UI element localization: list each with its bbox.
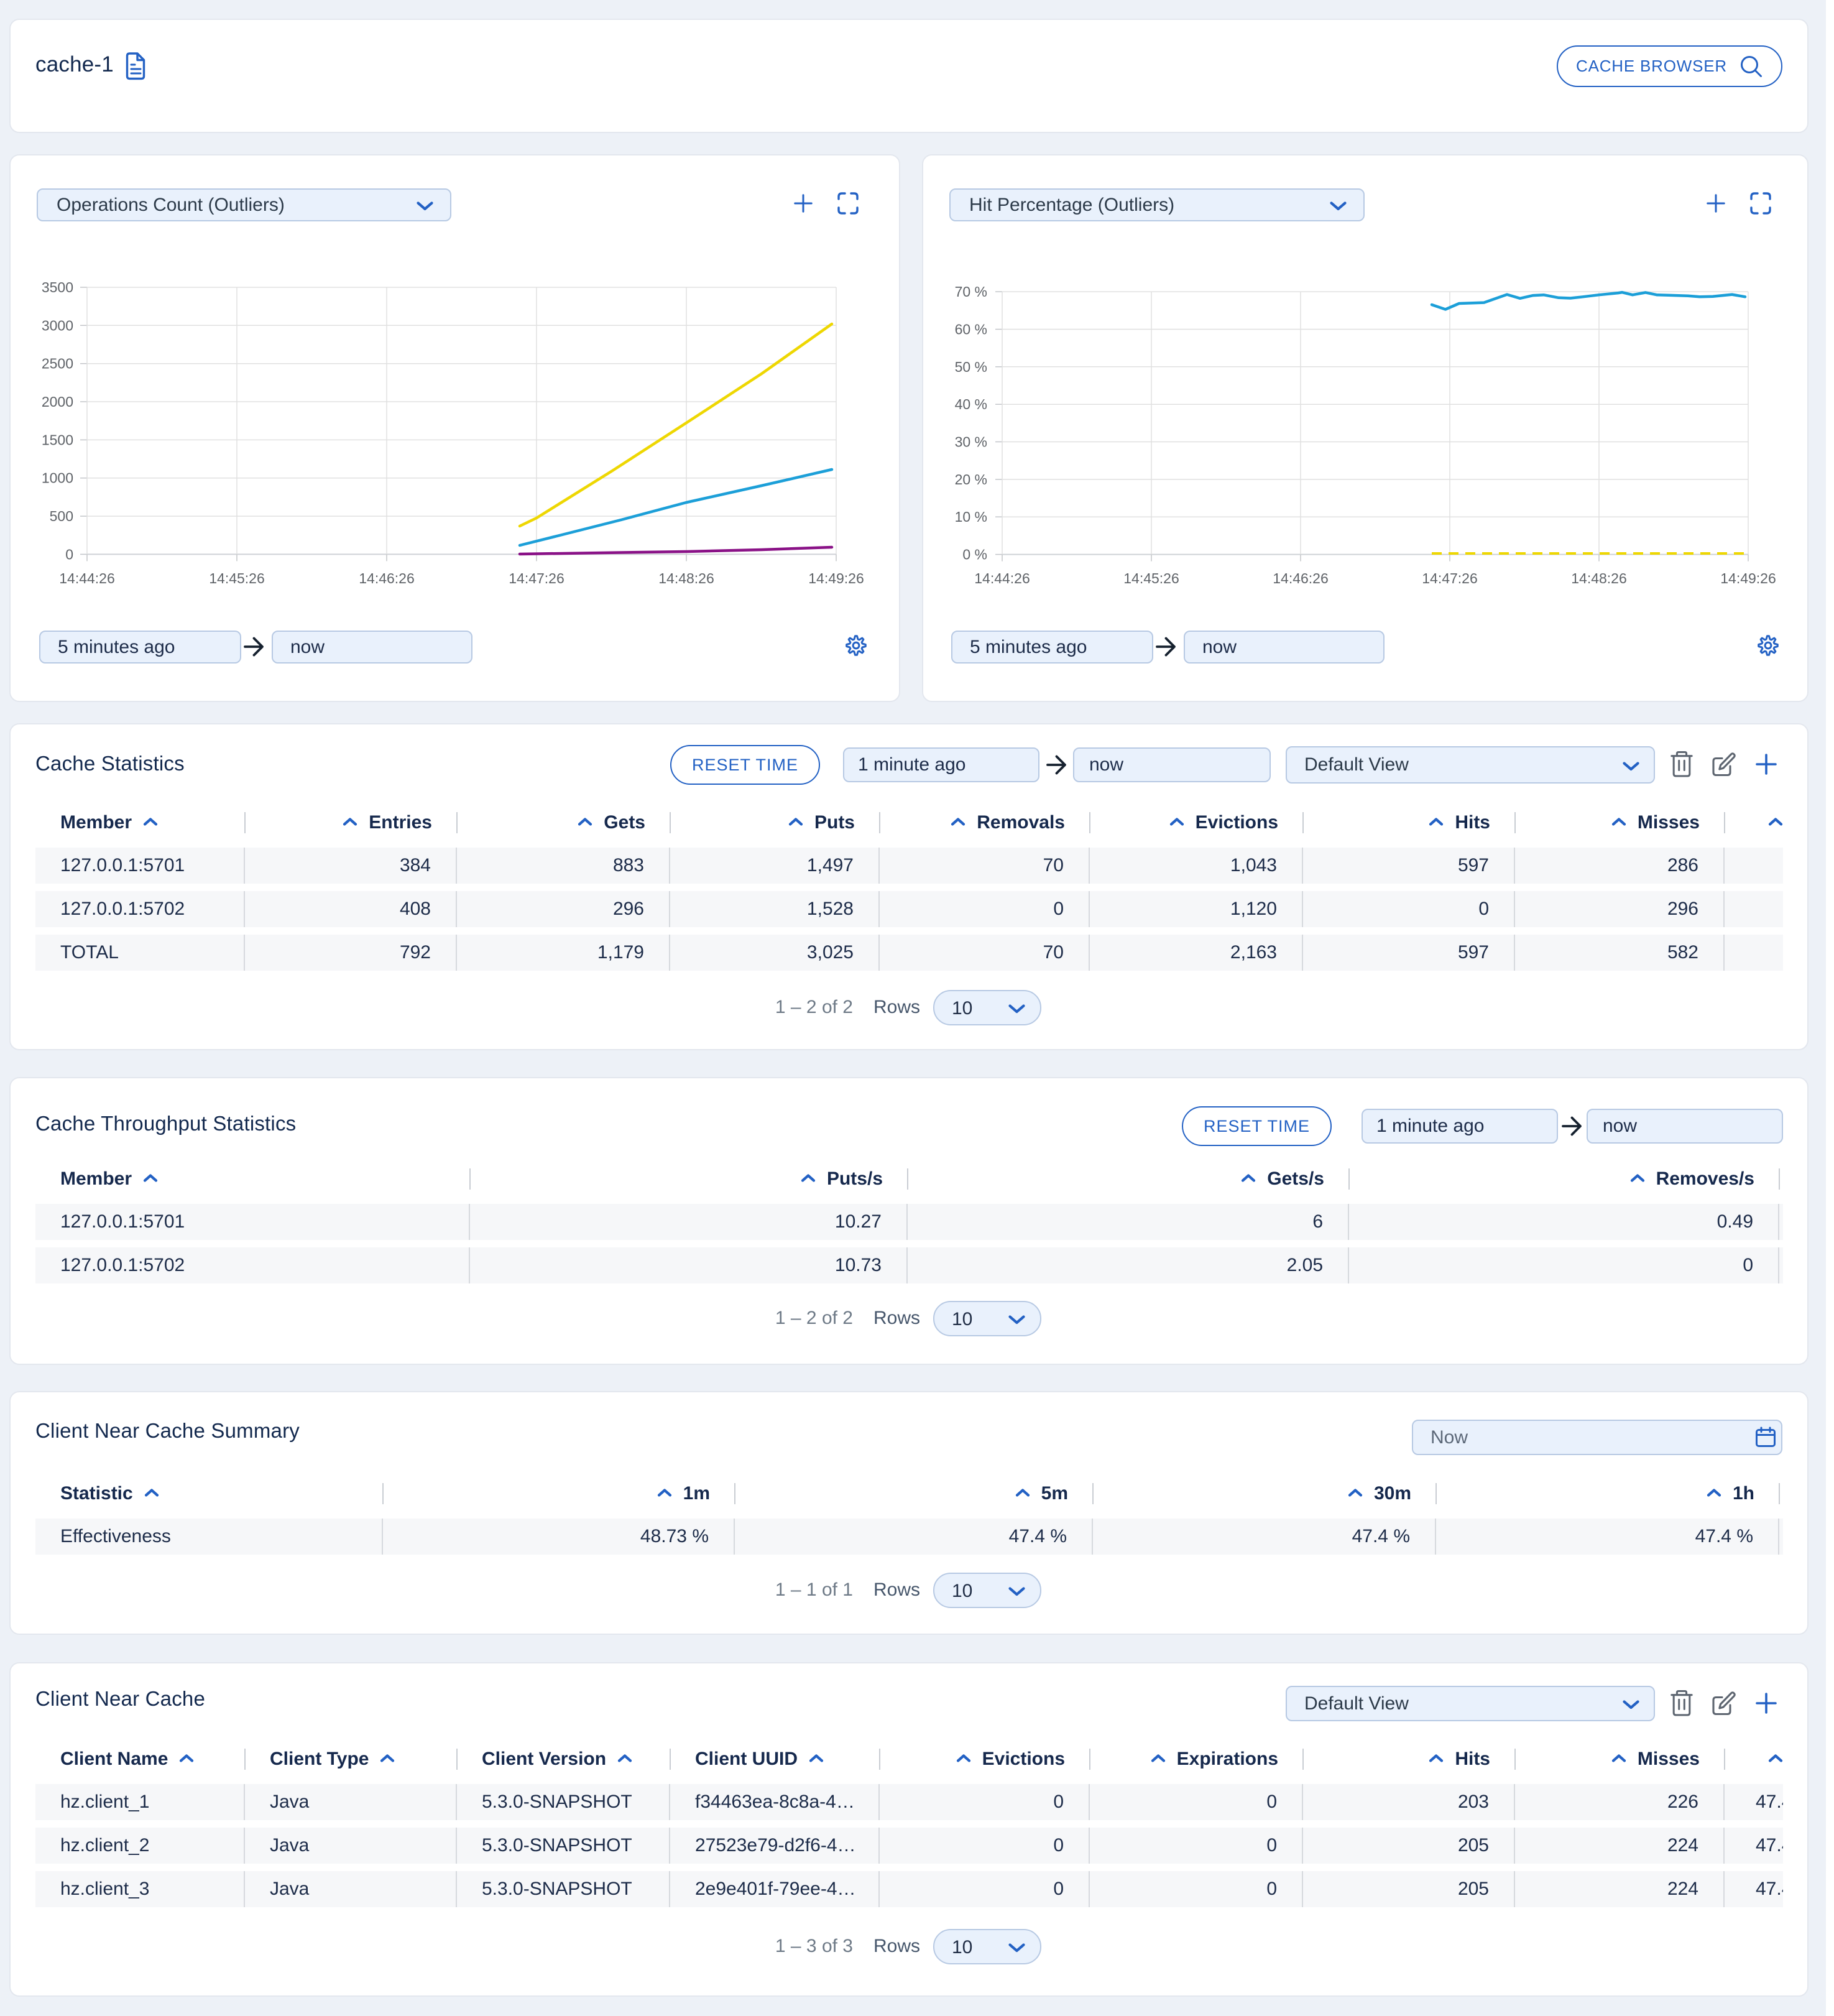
svg-text:1500: 1500 — [42, 432, 73, 448]
svg-text:30 %: 30 % — [955, 434, 987, 450]
svg-text:14:47:26: 14:47:26 — [509, 570, 564, 586]
svg-text:20 %: 20 % — [955, 471, 987, 488]
svg-text:1000: 1000 — [42, 470, 73, 486]
svg-text:14:49:26: 14:49:26 — [808, 570, 864, 586]
svg-text:500: 500 — [50, 508, 73, 524]
svg-text:14:46:26: 14:46:26 — [1273, 570, 1329, 586]
svg-text:50 %: 50 % — [955, 359, 987, 375]
svg-text:2500: 2500 — [42, 356, 73, 372]
svg-text:14:48:26: 14:48:26 — [1571, 570, 1627, 586]
svg-text:14:49:26: 14:49:26 — [1720, 570, 1776, 586]
svg-text:14:47:26: 14:47:26 — [1422, 570, 1478, 586]
svg-text:14:44:26: 14:44:26 — [59, 570, 115, 586]
svg-text:0 %: 0 % — [962, 547, 987, 563]
svg-text:14:45:26: 14:45:26 — [1123, 570, 1179, 586]
svg-text:3500: 3500 — [42, 279, 73, 295]
svg-text:10 %: 10 % — [955, 509, 987, 525]
svg-text:3000: 3000 — [42, 317, 73, 333]
svg-text:0: 0 — [65, 546, 73, 562]
svg-text:70 %: 70 % — [955, 284, 987, 300]
svg-text:14:46:26: 14:46:26 — [359, 570, 415, 586]
svg-text:14:48:26: 14:48:26 — [658, 570, 714, 586]
svg-text:60 %: 60 % — [955, 321, 987, 338]
svg-text:14:44:26: 14:44:26 — [974, 570, 1030, 586]
svg-text:40 %: 40 % — [955, 396, 987, 412]
svg-text:14:45:26: 14:45:26 — [209, 570, 265, 586]
svg-text:2000: 2000 — [42, 394, 73, 410]
